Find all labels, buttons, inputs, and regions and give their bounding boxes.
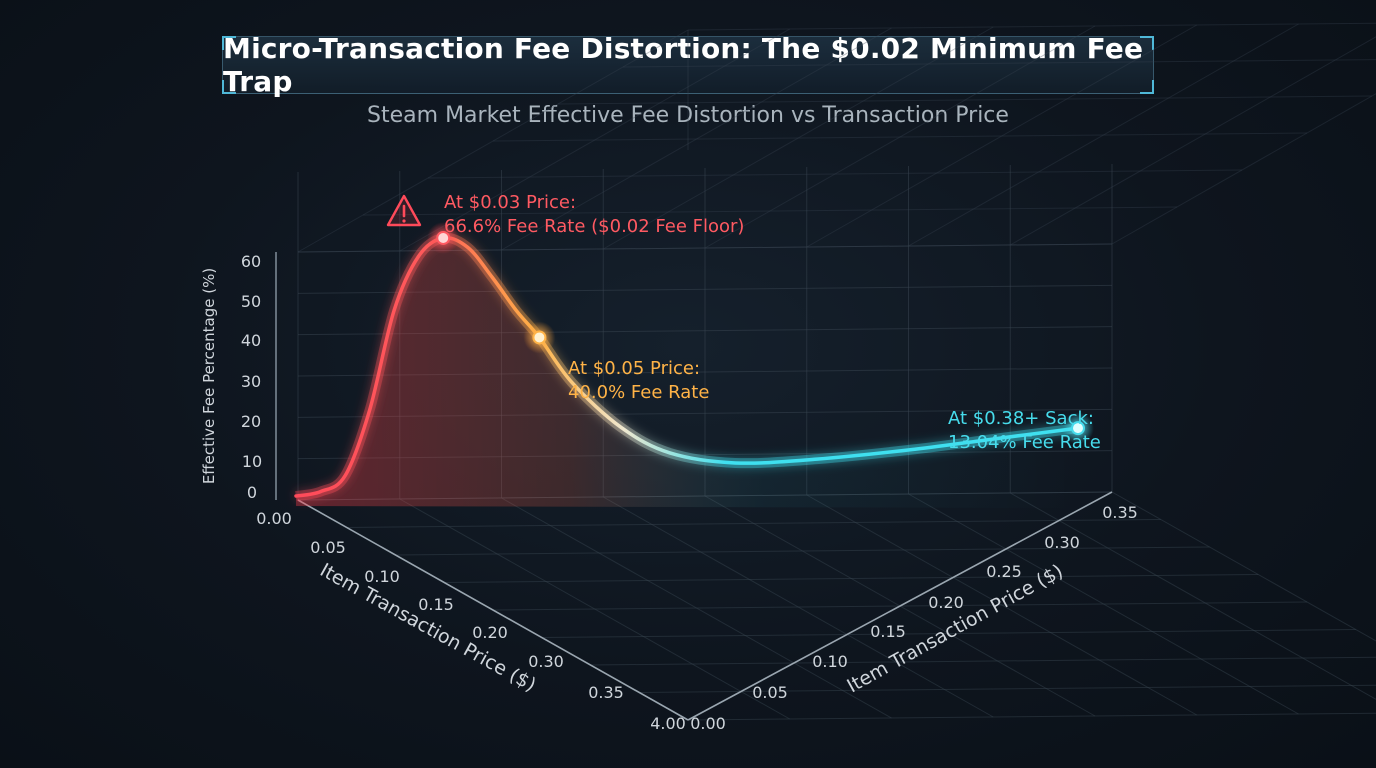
ceiling-grid-line (557, 95, 1373, 105)
floor-grid-line (346, 519, 1161, 528)
x-right-axis-line (687, 491, 1113, 721)
annotation-line1: At $0.03 Price: (444, 192, 576, 213)
ceiling-grid-line (704, 25, 1096, 249)
floor-grid-line (806, 494, 1197, 716)
ceiling-grid-line (908, 23, 1299, 247)
floor-grid-line (1010, 492, 1376, 700)
ceiling-grid-line (1111, 93, 1376, 245)
x-left-tick-label: 0.15 (418, 595, 454, 614)
floor-grid-line (501, 497, 892, 719)
x-left-tick-label: 0.30 (528, 652, 564, 671)
ceiling-grid-line (603, 26, 994, 250)
floor-grid-line (603, 496, 994, 718)
annotation-layer: At $0.03 Price: 66.6% Fee Rate ($0.02 Fee… (386, 192, 1101, 453)
x-right-tick-label: 0.30 (1044, 533, 1080, 552)
annotation-line2: 40.0% Fee Rate (568, 382, 709, 403)
ceiling-grid-line (399, 28, 790, 252)
x-left-tick-label: 0.35 (588, 683, 624, 702)
ceiling-grid-line (622, 59, 1376, 68)
floor-grid-line (1111, 491, 1376, 642)
data-point (1071, 421, 1085, 436)
x-left-axis-line (297, 499, 689, 721)
title-corner (1140, 80, 1154, 94)
y-tick-label: 30 (241, 372, 261, 391)
y-tick-label: 0 (247, 483, 257, 502)
annotation-line1: At $0.38+ Sack: (948, 408, 1094, 429)
chart-subtitle: Steam Market Effective Fee Distortion vs… (367, 103, 1009, 128)
x-right-tick-label: 0.05 (752, 683, 788, 702)
ceiling-grid-line (687, 22, 1376, 31)
floor-grid-line (908, 493, 1299, 715)
ceiling-grid-line (1010, 36, 1376, 246)
ceiling-grid-line (501, 27, 892, 251)
ceiling-grid-line (297, 29, 689, 253)
x-left-tick-label: 0.20 (472, 623, 508, 642)
y-tick-label: 50 (241, 292, 261, 311)
floor-grid-line (687, 712, 1376, 721)
x-right-tick-label: 0.35 (1102, 503, 1138, 522)
x-right-tick-label: 0.15 (870, 622, 906, 641)
y-tick-label: 20 (241, 412, 261, 431)
y-tick-label: 40 (241, 331, 261, 350)
floor-grid-line (399, 498, 790, 720)
curve-layer (294, 232, 1080, 509)
y-tick-label: 60 (241, 252, 261, 271)
floor-grid-line (541, 629, 1356, 638)
floor-grid-line (639, 684, 1376, 693)
fee-curve-line (294, 235, 1080, 498)
x-left-tick-label: 0.05 (310, 538, 346, 557)
x-left-tick-label: 0.00 (256, 509, 292, 528)
floor-grid-line (590, 656, 1376, 666)
ceiling-grid-line (427, 169, 1243, 179)
x-right-tick-label: 0.00 (690, 714, 726, 733)
warning-triangle-icon (386, 194, 422, 227)
x-left-tick-label: 4.00 (650, 714, 686, 733)
annotation-line2: 13.04% Fee Rate (948, 432, 1101, 453)
data-point (436, 230, 451, 245)
y-axis-title: Effective Fee Percentage (%) (200, 268, 218, 484)
ceiling-grid-line (362, 206, 1178, 216)
x-right-tick-label: 0.25 (986, 562, 1022, 581)
x-left-tick-label: 0.10 (364, 567, 400, 586)
fee-area-fill (296, 237, 1078, 509)
annotation-line2: 66.6% Fee Rate ($0.02 Fee Floor) (444, 216, 744, 237)
title-box: Micro-Transaction Fee Distortion: The $0… (222, 32, 1154, 98)
chart-title: Micro-Transaction Fee Distortion: The $0… (223, 32, 1144, 98)
title-corner (222, 36, 236, 50)
ceiling-grid-line (492, 132, 1308, 142)
y-tick-label: 10 (242, 452, 262, 471)
warning-dot (402, 219, 406, 223)
x-right-tick-label: 0.10 (812, 652, 848, 671)
floor-grid-line (395, 546, 1210, 556)
ceiling-grid-line (806, 24, 1197, 248)
title-corner (1140, 36, 1154, 50)
floor-grid-line (444, 574, 1259, 583)
data-point (532, 330, 547, 345)
annotation-line1: At $0.05 Price: (568, 358, 700, 379)
x-right-tick-label: 0.20 (928, 593, 964, 612)
title-corner (222, 80, 236, 94)
